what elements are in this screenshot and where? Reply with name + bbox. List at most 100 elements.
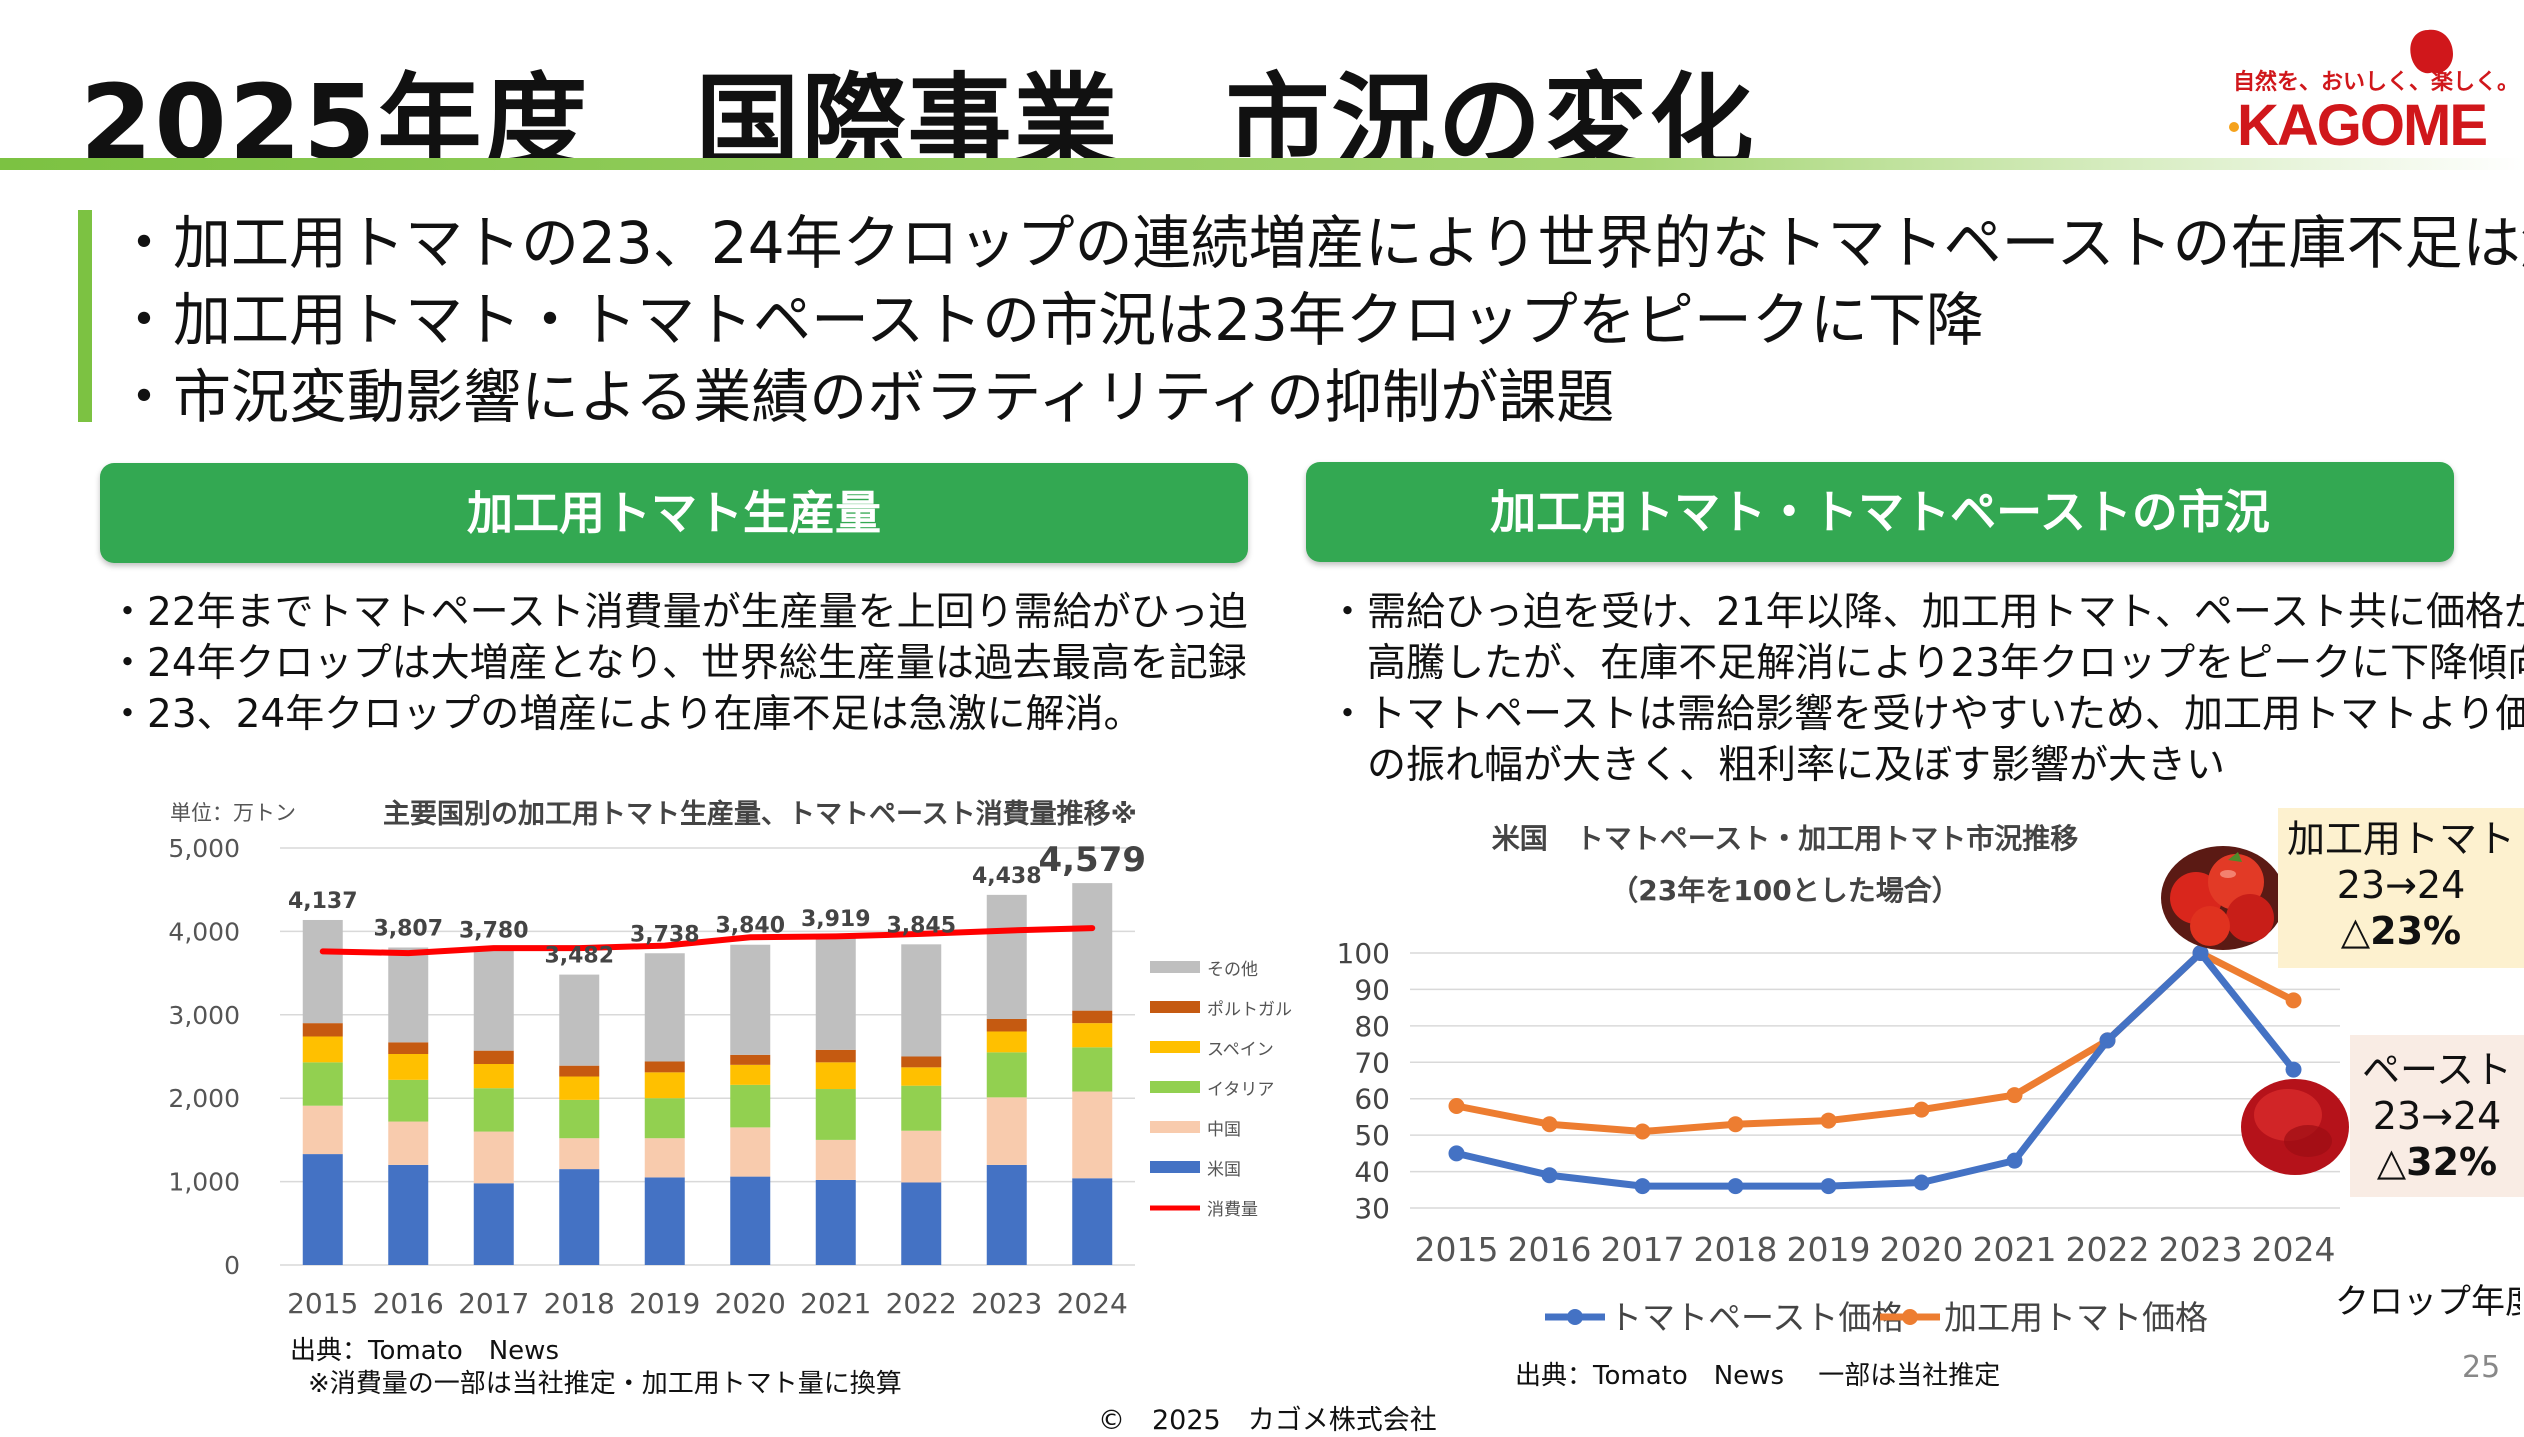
bar-segment bbox=[644, 953, 685, 1062]
bar-segment bbox=[901, 1130, 942, 1183]
bar-total-label: 3,919 bbox=[801, 907, 871, 932]
bar-segment bbox=[1072, 1010, 1113, 1024]
bar-x-tick-label: 2022 bbox=[886, 1287, 957, 1320]
key-point: ・加工用トマトの23、24年クロップの連続増産により世界的なトマトペーストの在庫… bbox=[115, 209, 2524, 277]
right-source: 出典：Tomato News 一部は当社推定 bbox=[1515, 1361, 2001, 1391]
price-point bbox=[2285, 992, 2302, 1009]
copyright: © 2025 カゴメ株式会社 bbox=[1098, 1405, 1437, 1436]
bar-y-tick-label: 5,000 bbox=[168, 834, 240, 863]
bar-legend-swatch bbox=[1150, 961, 1200, 973]
logo-tagline: 自然を、おいしく、楽しく。 bbox=[2233, 70, 2520, 95]
bar-y-tick-label: 1,000 bbox=[168, 1168, 240, 1197]
price-point bbox=[2285, 1061, 2302, 1078]
left-section-banner: 加工用トマト生産量 bbox=[100, 463, 1248, 563]
paste-callout-range: 23→24 bbox=[2372, 1094, 2502, 1138]
tomato-price-callout: 加工用トマト 23→24 △23% bbox=[2278, 808, 2524, 968]
line-y-tick-label: 60 bbox=[1354, 1083, 1390, 1116]
line-chart-x-label: クロップ年度 bbox=[2335, 1282, 2520, 1322]
price-point bbox=[1448, 1098, 1465, 1114]
bar-chart-x-axis: 2015 2016 2017 2018 2019 2020 2021 2022 2023 2024 bbox=[287, 1287, 1128, 1320]
bar-total-label: 3,840 bbox=[715, 914, 785, 939]
bar-segment bbox=[388, 1121, 429, 1165]
bar-x-tick-label: 2019 bbox=[629, 1287, 700, 1320]
bar-segment bbox=[473, 1131, 514, 1184]
bar-segment bbox=[730, 1084, 771, 1128]
bar-x-tick-label: 2018 bbox=[544, 1287, 615, 1320]
bar-segment bbox=[644, 1138, 685, 1178]
left-section-points: ・22年までトマトペースト消費量が生産量を上回り需給がひっ迫 ・24年クロップは… bbox=[108, 587, 1248, 740]
bar-segment bbox=[644, 1061, 685, 1073]
bar-segment bbox=[730, 1064, 771, 1085]
bar-legend-label: ポルトガル bbox=[1207, 1000, 1292, 1020]
price-point bbox=[2099, 1032, 2116, 1049]
right-point: の振れ幅が大きく、粗利率に及ぼす影響が大きい bbox=[1328, 743, 2226, 788]
price-point bbox=[1727, 1178, 1744, 1195]
paste-callout-label: ペースト bbox=[2361, 1048, 2513, 1092]
bar-chart-title: 主要国別の加工用トマト生産量、トマトペースト消費量推移※ bbox=[383, 798, 1137, 830]
line-chart-x-axis: 2015 2016 2017 2018 2019 2020 2021 2022 2023 2024 bbox=[1415, 1230, 2336, 1269]
bar-legend-label: 消費量 bbox=[1207, 1200, 1258, 1220]
line-chart-title: 米国 トマトペースト・加工用トマト市況推移 bbox=[1492, 822, 2079, 855]
bar-segment bbox=[986, 1052, 1027, 1098]
bar-segment bbox=[815, 1139, 856, 1180]
bar-segment bbox=[302, 1036, 343, 1063]
bar-total-label: 4,137 bbox=[288, 889, 358, 914]
bar-segment bbox=[901, 1182, 942, 1265]
bar-x-tick-label: 2017 bbox=[458, 1287, 529, 1320]
bar-segment bbox=[473, 1183, 514, 1265]
tomato-photo-icon bbox=[2161, 846, 2285, 950]
bar-segment bbox=[901, 1067, 942, 1086]
bar-segment bbox=[1072, 1178, 1113, 1265]
bar-y-tick-label: 4,000 bbox=[168, 917, 240, 946]
bar-segment bbox=[559, 974, 600, 1066]
bar-chart-total-labels: 4,137 3,807 3,780 3,482 3,738 3,840 3,919 3,845… bbox=[288, 840, 1146, 968]
bar-segment bbox=[302, 1105, 343, 1155]
key-point: ・加工用トマト・トマトペーストの市況は23年クロップをピークに下降 bbox=[115, 286, 1984, 354]
bar-segment bbox=[986, 1018, 1027, 1032]
bar-segment bbox=[730, 944, 771, 1055]
line-x-tick-label: 2021 bbox=[1973, 1230, 2057, 1269]
bullets-accent-bar bbox=[78, 210, 92, 422]
price-point bbox=[1541, 1116, 1558, 1133]
bar-segment bbox=[901, 1085, 942, 1131]
bar-segment bbox=[815, 1179, 856, 1265]
bar-chart-consumption-line bbox=[319, 925, 1096, 957]
left-point: ・23、24年クロップの増産により在庫不足は急激に解消。 bbox=[108, 692, 1143, 737]
left-note: ※消費量の一部は当社推定・加工用トマト量に換算 bbox=[308, 1369, 902, 1399]
line-y-tick-label: 100 bbox=[1337, 937, 1390, 970]
bar-x-tick-label: 2024 bbox=[1057, 1287, 1128, 1320]
kagome-logo: 自然を、おいしく、楽しく。 KAGOME bbox=[2225, 12, 2519, 158]
bar-legend-swatch bbox=[1150, 1041, 1200, 1053]
bar-total-label: 4,579 bbox=[1038, 840, 1146, 880]
bar-segment bbox=[388, 1042, 429, 1054]
tomato-callout-pct: △23% bbox=[2340, 909, 2462, 953]
bar-total-label: 3,482 bbox=[544, 944, 614, 969]
logo-wordmark: KAGOME bbox=[2237, 93, 2488, 158]
bar-segment bbox=[302, 919, 343, 1024]
paste-callout-pct: △32% bbox=[2376, 1140, 2498, 1184]
tomato-callout-label: 加工用トマト bbox=[2286, 817, 2515, 861]
bar-segment bbox=[730, 1127, 771, 1177]
bar-segment bbox=[644, 1072, 685, 1099]
bar-segment bbox=[1072, 883, 1113, 1011]
bar-legend-swatch bbox=[1150, 1081, 1200, 1093]
line-x-tick-label: 2022 bbox=[2066, 1230, 2150, 1269]
key-point: ・市況変動影響による業績のボラティリティの抑制が課題 bbox=[115, 363, 1615, 431]
line-legend-marker bbox=[1567, 1309, 1583, 1325]
bar-segment bbox=[986, 894, 1027, 1019]
paste-photo-icon bbox=[2241, 1079, 2349, 1175]
right-section-banner: 加工用トマト・トマトペーストの市況 bbox=[1306, 462, 2454, 562]
bar-segment bbox=[644, 1098, 685, 1139]
line-y-tick-label: 80 bbox=[1354, 1010, 1390, 1043]
bar-segment bbox=[388, 1164, 429, 1265]
bar-segment bbox=[1072, 1023, 1113, 1048]
line-y-tick-label: 40 bbox=[1354, 1156, 1390, 1189]
bar-chart-unit-label: 単位：万トン bbox=[170, 801, 296, 825]
line-x-tick-label: 2017 bbox=[1601, 1230, 1685, 1269]
bar-segment bbox=[901, 944, 942, 1057]
line-legend-label: 加工用トマト価格 bbox=[1944, 1298, 2208, 1337]
right-point: ・トマトペーストは需給影響を受けやすいため、加工用トマトより価格 bbox=[1328, 692, 2524, 737]
line-y-tick-label: 70 bbox=[1354, 1046, 1390, 1079]
bar-segment bbox=[302, 1154, 343, 1265]
